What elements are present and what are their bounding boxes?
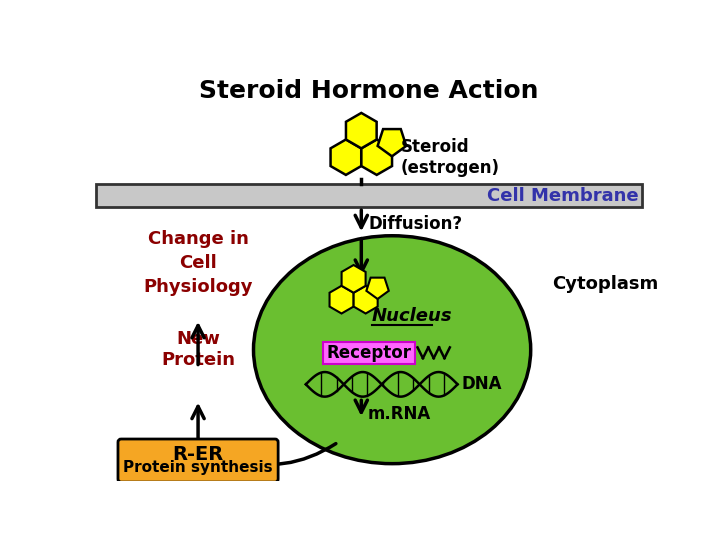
Text: R-ER: R-ER (172, 445, 224, 464)
FancyBboxPatch shape (118, 439, 278, 482)
Polygon shape (366, 278, 389, 299)
Text: Change in
Cell
Physiology: Change in Cell Physiology (143, 231, 253, 295)
Text: Steroid Hormone Action: Steroid Hormone Action (199, 79, 539, 103)
Text: Cytoplasm: Cytoplasm (552, 275, 659, 293)
Text: New
Protein: New Protein (161, 330, 235, 369)
Polygon shape (341, 265, 366, 293)
Text: Receptor: Receptor (326, 344, 412, 362)
Text: m.RNA: m.RNA (367, 404, 431, 423)
Text: Steroid
(estrogen): Steroid (estrogen) (400, 138, 500, 177)
Polygon shape (330, 286, 354, 314)
Text: Cell Membrane: Cell Membrane (487, 187, 639, 205)
Text: Protein synthesis: Protein synthesis (123, 460, 273, 475)
Ellipse shape (253, 236, 531, 464)
Polygon shape (361, 139, 392, 175)
Text: Diffusion?: Diffusion? (369, 215, 463, 233)
Bar (323, 342, 415, 363)
Text: DNA: DNA (462, 375, 502, 393)
Text: Nucleus: Nucleus (372, 307, 452, 325)
Polygon shape (377, 129, 406, 156)
Bar (96, 184, 642, 207)
Polygon shape (354, 286, 378, 314)
Polygon shape (346, 113, 377, 148)
Polygon shape (330, 139, 361, 175)
